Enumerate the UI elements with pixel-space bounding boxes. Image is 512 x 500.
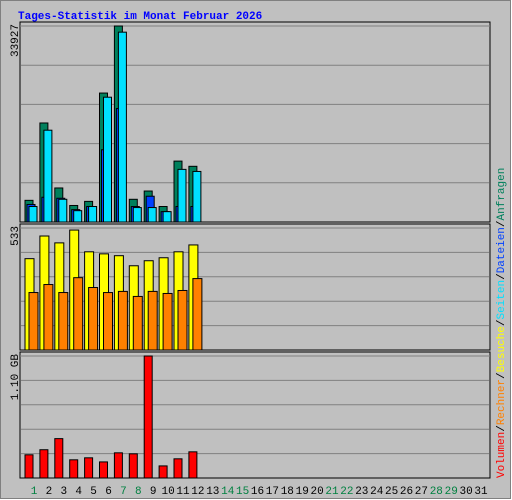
x-tick-label: 23 <box>355 486 368 498</box>
bar <box>43 284 54 351</box>
x-tick-label: 18 <box>281 486 294 498</box>
x-tick-label: 27 <box>415 486 428 498</box>
x-tick-label: 31 <box>474 486 488 498</box>
legend-separator: / <box>496 273 508 280</box>
x-tick-label: 24 <box>370 486 384 498</box>
bar <box>128 453 138 479</box>
bar <box>158 465 168 479</box>
x-tick-label: 28 <box>430 486 443 498</box>
x-tick-label: 5 <box>90 486 97 498</box>
bar <box>143 355 153 479</box>
x-tick-label: 19 <box>296 486 309 498</box>
bar <box>162 292 173 351</box>
bar <box>28 206 38 223</box>
legend-separator: / <box>496 425 508 432</box>
y-tick-label: 33927 <box>10 24 22 57</box>
bar <box>73 210 83 223</box>
x-tick-label: 25 <box>385 486 398 498</box>
bar <box>177 168 187 223</box>
bar <box>58 198 68 223</box>
bar <box>88 206 98 223</box>
legend-entry: Dateien <box>496 227 508 273</box>
legend-separator: / <box>496 372 508 379</box>
bar <box>132 207 142 223</box>
x-tick-label: 6 <box>105 486 112 498</box>
x-tick-label: 20 <box>310 486 323 498</box>
plot-area <box>19 223 491 351</box>
x-tick-label: 7 <box>120 486 127 498</box>
x-tick-label: 13 <box>206 486 219 498</box>
x-tick-label: 10 <box>161 486 174 498</box>
legend-entry: Anfragen <box>496 168 508 221</box>
plot-area <box>19 351 491 479</box>
bar <box>188 451 198 479</box>
plot-area <box>19 21 491 223</box>
x-tick-label: 11 <box>176 486 190 498</box>
bar <box>39 449 49 479</box>
bar <box>162 211 172 223</box>
legend-separator: / <box>496 220 508 227</box>
x-tick-label: 29 <box>445 486 458 498</box>
legend-separator: / <box>496 320 508 327</box>
bar <box>54 438 64 479</box>
y-tick-label: 533 <box>10 226 22 246</box>
bar <box>147 290 158 351</box>
legend-entry: Besuche <box>496 326 508 372</box>
x-tick-label: 1 <box>31 486 38 498</box>
x-tick-label: 4 <box>75 486 82 498</box>
bar <box>117 31 127 223</box>
bar <box>132 295 143 351</box>
chart-title: Tages-Statistik im Monat Februar 2026 <box>18 11 262 23</box>
bar <box>147 207 157 223</box>
bar <box>192 278 203 351</box>
x-tick-label: 3 <box>60 486 67 498</box>
legend-entry: Volumen <box>496 432 508 478</box>
bar <box>113 452 123 479</box>
bar <box>69 459 79 479</box>
x-tick-label: 16 <box>251 486 264 498</box>
bar <box>192 170 202 223</box>
x-tick-label: 30 <box>459 486 472 498</box>
bar <box>99 461 108 479</box>
legend-entry: Seiten <box>496 280 508 320</box>
x-tick-label: 9 <box>150 486 157 498</box>
x-tick-label: 17 <box>266 486 279 498</box>
x-tick-label: 2 <box>46 486 53 498</box>
bar <box>28 292 39 351</box>
x-tick-label: 14 <box>221 486 235 498</box>
x-tick-label: 12 <box>191 486 204 498</box>
bar <box>88 287 99 351</box>
bar <box>103 292 113 351</box>
x-tick-label: 26 <box>400 486 413 498</box>
legend-entry: Rechner <box>496 379 508 425</box>
bar <box>24 454 34 479</box>
x-tick-label: 15 <box>236 486 249 498</box>
bar <box>103 96 112 223</box>
x-tick-label: 8 <box>135 486 142 498</box>
bar <box>43 129 53 223</box>
y-tick-label: 1.10 GB <box>10 354 22 401</box>
legend: Volumen/Rechner/Besuche/Seiten/Dateien/A… <box>496 168 508 478</box>
bar <box>58 292 69 351</box>
bar <box>117 290 128 351</box>
bar <box>73 277 84 351</box>
x-tick-label: 21 <box>325 486 339 498</box>
bar <box>177 289 188 351</box>
x-tick-label: 22 <box>340 486 353 498</box>
bar <box>173 458 183 479</box>
bar <box>84 457 94 479</box>
